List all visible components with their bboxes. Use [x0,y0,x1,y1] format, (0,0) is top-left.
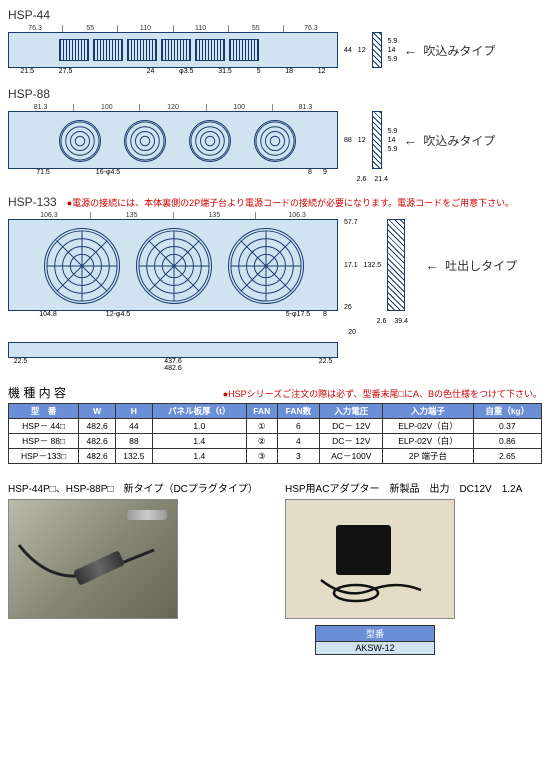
left-photo-caption: HSP-44P□、HSP-88P□ 新タイプ（DCプラグタイプ） [8,480,265,495]
table-header: H [116,404,153,419]
table-note: ●HSPシリーズご注文の際は必ず、型番末尾□にA、Bの色仕様をつけて下さい。 [223,387,542,400]
hsp-133-top-dims: 106.3135135106.3 [8,212,338,219]
hsp-133-bar-dims: 22.5 437.6 22.5 [8,358,338,365]
hsp-133-bottom-dims: 104.8 12-φ4.5 5-φ17.5 8 [8,311,338,318]
model-box-value: AKSW-12 [315,641,435,655]
hsp-133-bottom-bar [8,342,338,358]
table-header: 型 番 [9,404,79,419]
table-header: FAN [246,404,277,419]
hsp-133-side-panel [387,219,405,311]
photo-row: HSP-44P□、HSP-88P□ 新タイプ（DCプラグタイプ） HSP用ACア… [8,480,542,655]
hsp-88-side-panel [372,111,382,169]
table-header: 入力端子 [383,404,473,419]
table-header: パネル板厚（t） [152,404,246,419]
ac-adapter-photo [285,499,455,619]
hsp-133-note: ●電源の接続には、本体裏側の2P端子台より電源コードの接続が必要になります。電源… [67,196,514,209]
hsp-88-bottom-dims: 71.5 16-φ4.5 8 9 [8,169,338,176]
hsp-133-section: HSP-133 ●電源の接続には、本体裏側の2P端子台より電源コードの接続が必要… [8,195,542,372]
table-header: 入力電圧 [320,404,383,419]
arrow-icon: ← [403,42,417,58]
hsp-133-front-panel [8,219,338,311]
table-row: HSP－ 44□482.6441.0①6DC－ 12VELP-02V（白）0.3… [9,419,542,434]
arrow-icon: ← [403,132,417,148]
hsp-44-top-dims: 76.3551101105576.3 [8,25,338,32]
spec-table: 型 番WHパネル板厚（t）FANFAN数入力電圧入力端子自重（kg） HSP－ … [8,403,542,464]
hsp-88-front-panel [8,111,338,169]
table-header: 自重（kg） [473,404,541,419]
hsp-44-bottom-dims: 21.527.524φ3.531.551812 [8,68,338,75]
hsp-133-label: HSP-133 [8,195,57,209]
table-title: 機 種 内 容 [8,384,66,401]
table-header: FAN数 [277,404,320,419]
dc-plug-photo [8,499,178,619]
model-box-header: 型番 [315,625,435,641]
right-photo-caption: HSP用ACアダプター 新製品 出力 DC12V 1.2A [285,480,542,495]
hsp-44-section: HSP-44 76.3551101105576.3 44 12 5.9145.9… [8,8,542,75]
table-row: HSP－ 88□482.6881.4②4DC－ 12VELP-02V（白）0.8… [9,434,542,449]
table-header: W [79,404,116,419]
table-row: HSP－133□482.6132.51.4③3AC－100V2P 端子台2.65 [9,449,542,464]
hsp-44-type-label: 吹込みタイプ [423,42,495,59]
hsp-88-type-label: 吹込みタイプ [423,132,495,149]
hsp-88-height-dim: 88 [344,137,352,144]
hsp-44-height-dim: 44 [344,47,352,54]
adapter-model-box: 型番 AKSW-12 [315,625,435,655]
hsp-44-label: HSP-44 [8,8,542,22]
spec-table-section: 機 種 内 容 ●HSPシリーズご注文の際は必ず、型番末尾□にA、Bの色仕様をつ… [8,384,542,464]
hsp-133-type-label: 吐出しタイプ [445,257,517,274]
hsp-88-label: HSP-88 [8,87,542,101]
arrow-icon: ← [425,257,439,273]
hsp-88-section: HSP-88 81.310012010081.3 88 12 5.9145.9 … [8,87,542,183]
hsp-88-top-dims: 81.310012010081.3 [8,104,338,111]
hsp-44-side-panel [372,32,382,68]
hsp-44-front-panel [8,32,338,68]
